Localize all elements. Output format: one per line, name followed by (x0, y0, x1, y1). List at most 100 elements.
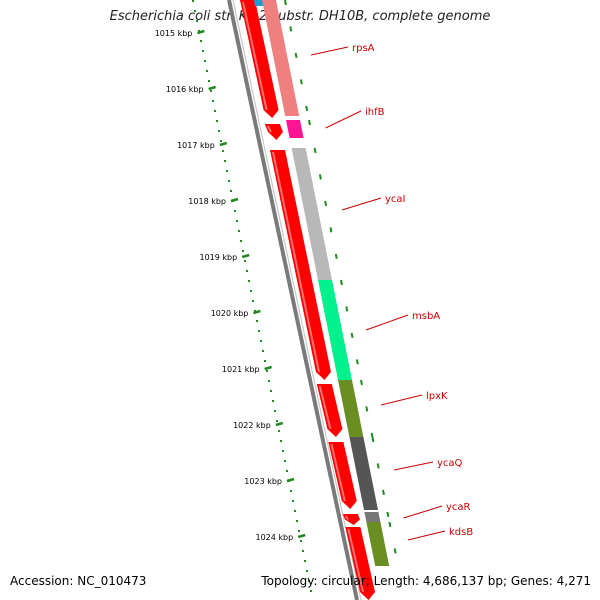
tick-dot (280, 440, 282, 442)
tick-dot (294, 510, 296, 512)
cds-shine (242, 1, 268, 111)
tick-dot (210, 90, 212, 92)
cds-shine (330, 443, 346, 502)
gene-label-lpxK: lpxK (426, 391, 448, 402)
leader-ycaI (341, 197, 382, 211)
tick-dot (216, 120, 218, 122)
gene-labels: rpsA ihfB ycaI msbA lpxK ycaQ ycaR kdsB (310, 43, 473, 541)
tick-dot (310, 590, 312, 592)
major-tick (241, 253, 250, 259)
tick-dot (250, 290, 252, 292)
tick-dot (198, 30, 200, 32)
tick-dot (200, 40, 202, 42)
gene-label-ycaI: ycaI (385, 194, 406, 205)
kbp-tick-label: 1020 kbp (211, 309, 249, 318)
gene-block-msbA (318, 280, 352, 380)
tick-dot (222, 150, 224, 152)
gene-block-ycaI (291, 148, 332, 280)
cds-shine (272, 151, 320, 373)
backbone-line (227, 0, 359, 600)
tick-dot (208, 80, 210, 82)
tick-dot (258, 330, 260, 332)
gene-dash (313, 147, 342, 281)
leader-msbA (365, 314, 409, 331)
tick-dot (264, 360, 266, 362)
tick-dot (246, 270, 248, 272)
tick-dot (270, 390, 272, 392)
tick-dot (218, 130, 220, 132)
leader-ycaR (403, 505, 443, 519)
tick-dot (254, 310, 256, 312)
gene-block-kdsB (366, 522, 390, 566)
tick-dot (304, 560, 306, 562)
gene-track (262, 0, 400, 567)
tick-dot (274, 410, 276, 412)
kbp-tick-label: 1024 kbp (255, 533, 293, 542)
gene-dash (386, 511, 391, 524)
cds-strand (240, 0, 375, 600)
cds-arrow (342, 514, 360, 525)
tick-dot (282, 450, 284, 452)
gene-dash (308, 119, 314, 139)
tick-dot (306, 570, 308, 572)
tick-dot (202, 50, 204, 52)
tick-dot (224, 160, 226, 162)
cds-shine (266, 125, 272, 133)
tick-dot (240, 240, 242, 242)
tick-dot (204, 60, 206, 62)
gene-dash (360, 379, 374, 438)
gene-block-ycaQ (349, 437, 378, 510)
kbp-tick-label: 1016 kbp (166, 85, 204, 94)
leader-ihfB (325, 110, 362, 129)
tick-dot (298, 530, 300, 532)
leader-lpxK (380, 394, 423, 406)
tick-dot (236, 220, 238, 222)
tick-dot (262, 350, 264, 352)
leader-rpsA (310, 46, 349, 56)
tick-dot (196, 20, 198, 22)
tick-dot (194, 10, 196, 12)
tick-dot (266, 370, 268, 372)
leader-ycaQ (393, 461, 434, 471)
gene-dash (340, 279, 362, 381)
tick-dot (278, 430, 280, 432)
gene-label-ycaR: ycaR (446, 502, 471, 513)
backbone-highlight (232, 0, 362, 600)
gene-block-ycaR (364, 512, 381, 523)
tick-dot (302, 550, 304, 552)
major-tick (219, 141, 228, 147)
tick-dot (256, 320, 258, 322)
tick-dot (228, 180, 230, 182)
major-tick (264, 365, 272, 371)
tick-dot (244, 260, 246, 262)
major-tick (208, 85, 216, 91)
major-tick (275, 421, 284, 427)
gene-label-ycaQ: ycaQ (437, 458, 463, 469)
kbp-tick-label: 1021 kbp (222, 365, 260, 374)
cds-shine (347, 528, 364, 593)
tick-dot (226, 170, 228, 172)
tick-dot (214, 110, 216, 112)
tick-dot (284, 460, 286, 462)
tick-dot (220, 140, 222, 142)
major-tick (253, 309, 261, 315)
tick-dot (296, 520, 298, 522)
gene-label-msbA: msbA (412, 311, 440, 322)
tick-dot (192, 0, 194, 2)
gene-block-rpsA (262, 0, 300, 116)
gene-block-lpxK (338, 380, 364, 437)
leader-kdsB (407, 530, 446, 541)
tick-dot (230, 190, 232, 192)
accession-label: Accession: NC_010473 (10, 574, 147, 588)
kbp-tick-label: 1018 kbp (188, 197, 226, 206)
gene-label-kdsB: kdsB (449, 527, 473, 538)
kbp-tick-label: 1017 kbp (177, 141, 215, 150)
kbp-tick-label: 1019 kbp (199, 253, 237, 262)
tick-dot (238, 230, 240, 232)
genome-title: Escherichia coli str. K-12 substr. DH10B… (109, 9, 491, 24)
major-tick (230, 197, 239, 203)
gene-label-ihfB: ihfB (365, 107, 385, 118)
tick-dot (272, 400, 274, 402)
